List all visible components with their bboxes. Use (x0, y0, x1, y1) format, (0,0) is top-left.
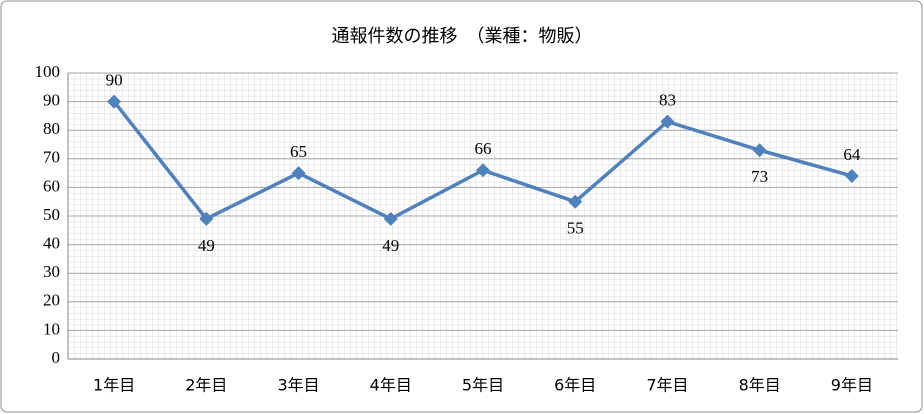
y-tick-label: 90 (43, 91, 60, 110)
x-tick-label: 3年目 (277, 376, 319, 395)
x-tick-label: 8年目 (739, 376, 781, 395)
data-marker (199, 211, 214, 226)
data-marker (383, 211, 398, 226)
y-tick-label: 40 (43, 234, 60, 253)
data-label: 90 (106, 71, 123, 90)
y-tick-label: 0 (52, 348, 61, 367)
y-tick-label: 60 (43, 176, 60, 195)
data-marker (660, 114, 675, 129)
data-label: 55 (567, 219, 584, 238)
y-tick-label: 20 (43, 291, 60, 310)
data-label: 66 (475, 139, 492, 158)
x-tick-label: 7年目 (646, 376, 688, 395)
y-tick-label: 10 (43, 319, 60, 338)
data-label: 49 (198, 236, 215, 255)
y-tick-label: 100 (35, 62, 61, 81)
x-tick-label: 5年目 (462, 376, 504, 395)
x-tick-label: 9年目 (831, 376, 873, 395)
data-marker (568, 194, 583, 209)
y-tick-label: 80 (43, 119, 60, 138)
x-tick-label: 6年目 (554, 376, 596, 395)
y-tick-label: 70 (43, 148, 60, 167)
x-tick-label: 2年目 (185, 376, 227, 395)
data-label: 49 (382, 236, 399, 255)
data-label: 64 (843, 145, 861, 164)
y-tick-label: 30 (43, 262, 60, 281)
data-marker (752, 143, 767, 158)
data-label: 73 (751, 167, 768, 186)
data-marker (107, 94, 122, 109)
x-tick-label: 4年目 (370, 376, 412, 395)
data-label: 65 (290, 142, 307, 161)
y-tick-label: 50 (43, 205, 60, 224)
x-tick-label: 1年目 (93, 376, 135, 395)
data-marker (291, 166, 306, 181)
data-label: 83 (659, 91, 676, 110)
data-marker (476, 163, 490, 178)
data-marker (844, 168, 859, 183)
chart-title: 通報件数の推移 （業種：物販） (332, 26, 593, 47)
